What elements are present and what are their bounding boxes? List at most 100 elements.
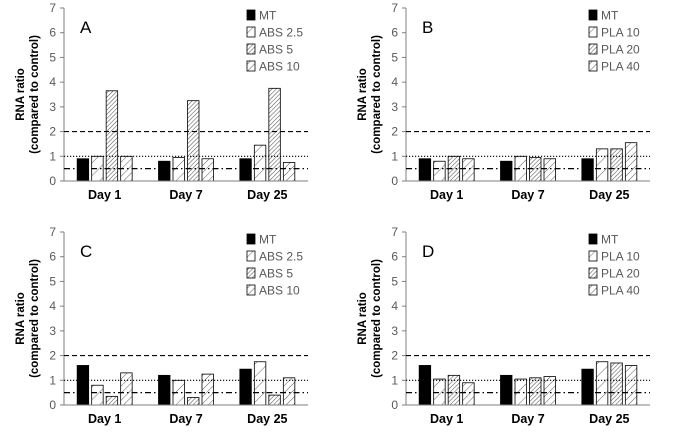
x-tick-label: Day 25 — [247, 188, 287, 202]
y-tick-label: 3 — [49, 324, 56, 338]
bar-pla-20-day-7 — [529, 157, 542, 182]
bar-abs-2-5-day-7 — [172, 157, 185, 182]
y-tick-label: 6 — [391, 250, 398, 264]
bar-pla-10-day-25 — [595, 361, 609, 406]
panel-label: C — [80, 242, 92, 261]
legend-label: ABS 2.5 — [259, 26, 303, 40]
bar-mt-day-7 — [500, 160, 513, 182]
legend-label: MT — [259, 9, 277, 23]
x-tick-label: Day 1 — [88, 412, 121, 426]
x-tick-label: Day 25 — [589, 412, 629, 426]
legend-swatch — [246, 9, 256, 21]
bar-mt-day-1 — [76, 365, 90, 406]
panel-label: A — [80, 18, 92, 37]
panel-b: RNA ratio (compared to control) 0 1 2 3 4 5 6 7 Da… — [357, 1, 650, 202]
y-tick-label: 3 — [391, 100, 398, 114]
y-tick-label: 5 — [391, 50, 398, 64]
y-axis-label: RNA ratio (compared to control) — [15, 259, 41, 378]
legend-label: PLA 40 — [601, 60, 640, 74]
y-tick-label: 4 — [49, 299, 56, 313]
legend: MT ABS 2.5 ABS 5 ABS 10 — [246, 233, 303, 298]
legend-label: ABS 2.5 — [259, 250, 303, 264]
bar-pla-40-day-1 — [462, 382, 475, 406]
legend-label: PLA 10 — [601, 26, 640, 40]
legend-swatch — [246, 284, 256, 296]
legend-label: MT — [601, 233, 619, 247]
x-tick-label: Day 25 — [247, 412, 287, 426]
bar-pla-40-day-7 — [543, 158, 556, 182]
bar-pla-10-day-25 — [595, 148, 609, 182]
y-tick-label: 4 — [49, 75, 56, 89]
y-tick-label: 4 — [391, 299, 398, 313]
legend-label: ABS 5 — [259, 267, 293, 281]
bar-abs-2-5-day-25 — [253, 144, 267, 182]
bar-abs-10-day-7 — [201, 158, 214, 182]
bar-mt-day-25 — [239, 368, 252, 406]
bar-pla-10-day-1 — [433, 378, 446, 406]
legend-label: ABS 10 — [259, 284, 300, 298]
y-tick-label: 7 — [49, 225, 56, 239]
bar-abs-2-5-day-1 — [91, 384, 104, 406]
panel-c: RNA ratio (compared to control) 0 1 2 3 4 5 6 7 Da… — [15, 225, 308, 426]
legend-swatch — [246, 60, 256, 72]
bar-pla-10-day-1 — [433, 160, 446, 182]
legend-swatch — [588, 267, 598, 279]
legend-swatch — [246, 26, 256, 38]
x-tick-label: Day 25 — [589, 188, 629, 202]
bar-pla-40-day-25 — [624, 365, 638, 406]
y-axis-label: RNA ratio (compared to control) — [357, 259, 383, 378]
y-tick-label: 3 — [49, 100, 56, 114]
y-tick-label: 7 — [49, 1, 56, 15]
legend-swatch — [588, 233, 598, 245]
legend-swatch — [588, 284, 598, 296]
x-tick-label: Day 7 — [169, 412, 202, 426]
y-axis-label-line2: (compared to control) — [371, 35, 383, 154]
bar-abs-10-day-25 — [282, 377, 296, 406]
y-tick-label: 1 — [391, 373, 398, 387]
bar-pla-10-day-7 — [514, 378, 527, 406]
legend-swatch — [588, 26, 598, 38]
x-tick-label: Day 7 — [511, 188, 544, 202]
y-axis-label-line1: RNA ratio — [357, 68, 369, 121]
y-tick-label: 2 — [49, 125, 56, 139]
y-tick-label: 0 — [49, 398, 56, 412]
y-tick-label: 1 — [49, 149, 56, 163]
legend-swatch — [588, 60, 598, 72]
bar-mt-day-7 — [158, 160, 171, 182]
y-axis-label: RNA ratio (compared to control) — [357, 35, 383, 154]
panel-label: B — [422, 18, 433, 37]
bar-abs-5-day-7 — [187, 397, 200, 406]
y-tick-label: 2 — [391, 125, 398, 139]
bar-abs-10-day-7 — [201, 373, 214, 406]
legend-swatch — [588, 9, 598, 21]
bar-abs-5-day-25 — [268, 394, 281, 406]
panel-label: D — [422, 242, 434, 261]
legend-swatch — [588, 250, 598, 262]
y-tick-label: 1 — [49, 373, 56, 387]
bar-mt-day-25 — [581, 368, 594, 406]
bar-abs-2-5-day-25 — [253, 361, 267, 406]
panel-d: RNA ratio (compared to control) 0 1 2 3 4 5 6 7 Da… — [357, 225, 650, 426]
panel-a: RNA ratio (compared to control) 0 1 2 3 4 5 6 7 Da… — [15, 1, 308, 202]
bar-pla-40-day-1 — [462, 158, 475, 182]
legend-label: PLA 20 — [601, 267, 640, 281]
x-tick-label: Day 7 — [169, 188, 202, 202]
y-tick-label: 4 — [391, 75, 398, 89]
x-tick-label: Day 1 — [430, 188, 463, 202]
bar-pla-40-day-7 — [543, 376, 556, 406]
y-axis-label-line2: (compared to control) — [371, 259, 383, 378]
y-tick-label: 0 — [49, 174, 56, 188]
y-tick-label: 6 — [49, 250, 56, 264]
legend: MT ABS 2.5 ABS 5 ABS 10 — [246, 9, 303, 74]
y-tick-label: 2 — [391, 349, 398, 363]
bar-pla-40-day-25 — [624, 142, 638, 182]
y-tick-label: 1 — [391, 149, 398, 163]
bar-abs-5-day-25 — [268, 87, 281, 182]
y-tick-label: 5 — [49, 50, 56, 64]
y-tick-label: 6 — [49, 26, 56, 40]
y-tick-label: 2 — [49, 349, 56, 363]
bar-abs-10-day-1 — [120, 372, 133, 406]
bar-mt-day-1 — [76, 158, 90, 182]
legend-label: PLA 10 — [601, 250, 640, 264]
